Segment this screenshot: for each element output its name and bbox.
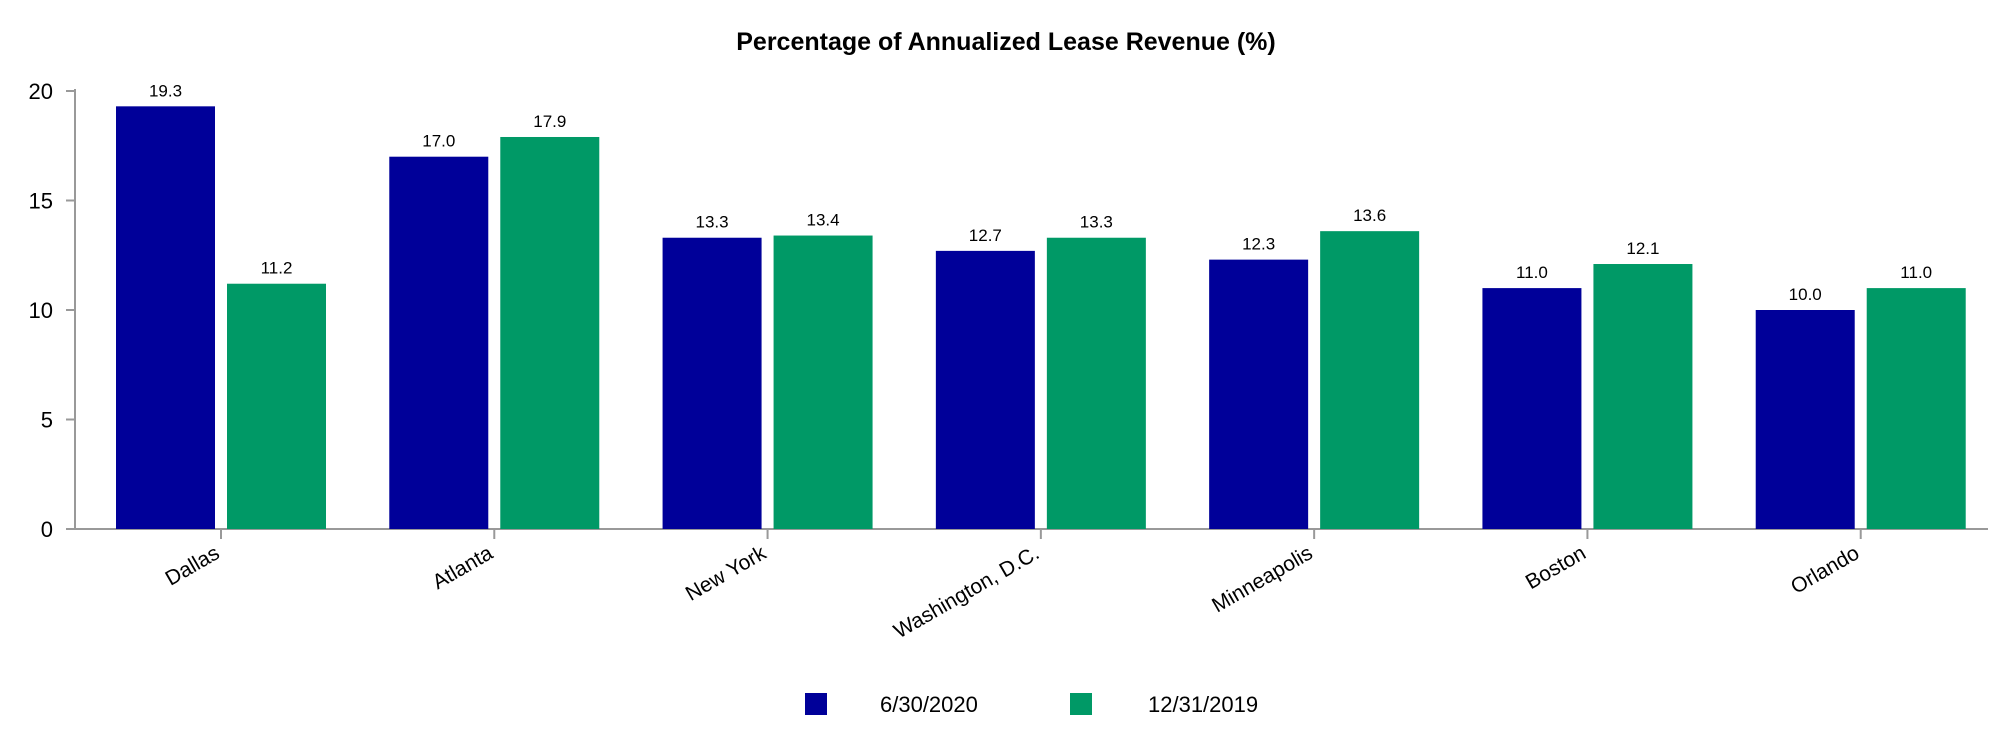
bar xyxy=(389,156,489,529)
bar xyxy=(662,237,762,530)
data-label: 12.3 xyxy=(1242,235,1275,254)
bar xyxy=(935,250,1035,529)
bar xyxy=(227,283,326,529)
data-label: 17.0 xyxy=(422,132,455,151)
data-label: 11.0 xyxy=(1900,263,1932,282)
data-label: 12.1 xyxy=(1626,239,1659,258)
bar xyxy=(500,136,600,530)
x-tick-label: Dallas xyxy=(161,541,223,590)
bar xyxy=(1482,288,1582,529)
bar xyxy=(773,235,873,530)
data-label: 10.0 xyxy=(1789,285,1822,304)
bar xyxy=(1320,231,1420,529)
data-label: 11.2 xyxy=(261,259,293,278)
x-tick-label: New York xyxy=(682,541,771,606)
x-tick-label: Minneapolis xyxy=(1208,541,1317,617)
data-label: 13.3 xyxy=(696,213,729,232)
y-tick-label: 15 xyxy=(29,189,53,214)
y-tick-label: 20 xyxy=(29,79,53,104)
data-label: 12.7 xyxy=(969,226,1002,245)
bar xyxy=(1209,259,1309,529)
legend-label: 12/31/2019 xyxy=(1148,692,1258,717)
bar xyxy=(1593,264,1693,529)
data-label: 13.3 xyxy=(1080,213,1113,232)
bar xyxy=(1046,237,1146,530)
data-label: 17.9 xyxy=(533,112,566,131)
bar xyxy=(1755,310,1855,529)
y-tick-label: 10 xyxy=(29,298,53,323)
legend-label: 6/30/2020 xyxy=(880,692,978,717)
bar xyxy=(116,106,215,529)
data-label: 13.6 xyxy=(1353,206,1386,225)
chart-title: Percentage of Annualized Lease Revenue (… xyxy=(736,28,1276,56)
legend-swatch xyxy=(1070,693,1092,715)
x-tick-label: Boston xyxy=(1522,541,1590,594)
data-label: 19.3 xyxy=(149,81,182,100)
data-label: 11.0 xyxy=(1516,263,1548,282)
x-tick-label: Orlando xyxy=(1787,541,1863,598)
legend-swatch xyxy=(805,693,827,715)
y-tick-label: 5 xyxy=(41,408,53,433)
x-tick-label: Washington, D.C. xyxy=(890,541,1043,643)
y-tick-label: 0 xyxy=(41,517,53,542)
data-label: 13.4 xyxy=(807,211,840,230)
bar xyxy=(1866,288,1966,529)
x-tick-label: Atlanta xyxy=(429,541,497,594)
